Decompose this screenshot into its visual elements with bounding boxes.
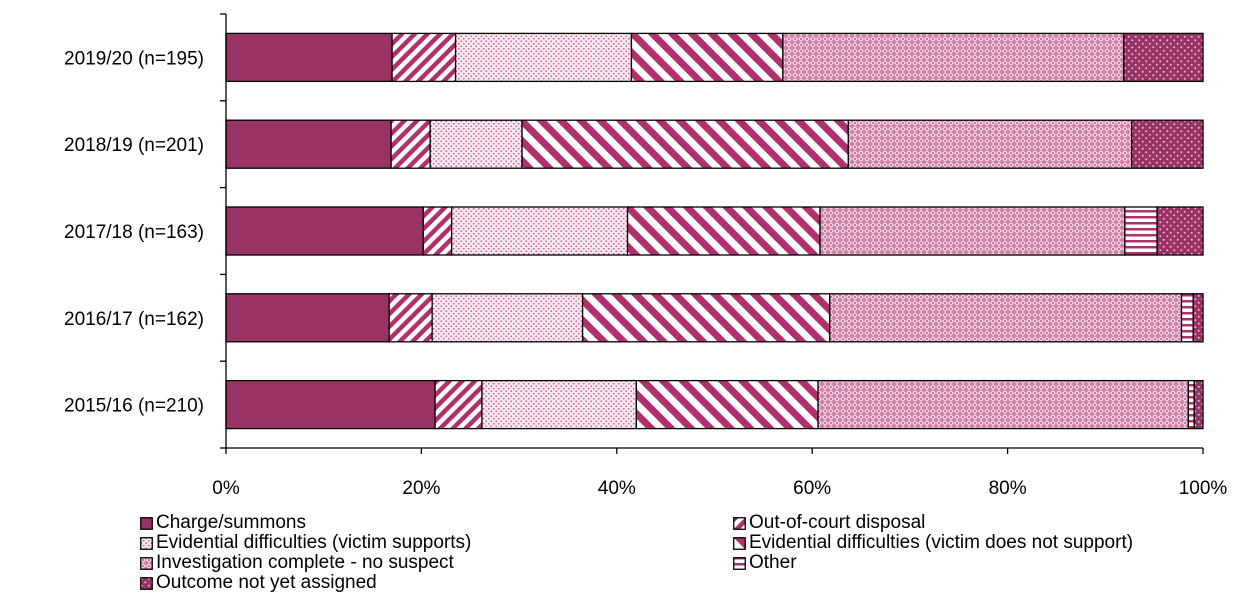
legend-item-1: Charge/summons [140, 512, 306, 534]
legend-swatch-rect-7 [140, 576, 153, 590]
legend-swatch-5 [140, 556, 153, 570]
bar-segment-1-1 [225, 32, 393, 83]
x-tick-label-4: 60% [793, 478, 831, 499]
category-label-4: 2016/17 (n=162) [64, 309, 204, 330]
legend-label-7: Outcome not yet assigned [156, 572, 377, 593]
legend-swatch-rect-2 [733, 516, 746, 530]
bar-segment-4-2 [388, 293, 433, 343]
legend-swatch-4 [733, 536, 746, 550]
bar-segment-4-7 [1192, 293, 1204, 343]
legend-swatch-rect-3 [140, 536, 153, 550]
bar-segment-5-1 [225, 379, 436, 430]
bar-segment-4-3 [431, 293, 584, 343]
bar-segment-5-3 [481, 379, 637, 430]
legend-swatch-6 [733, 556, 746, 570]
legend-swatch-rect-6 [733, 556, 746, 570]
bar-segment-3-5 [819, 206, 1126, 256]
bar-segment-5-6 [1187, 379, 1195, 430]
bar-segment-2-2 [390, 119, 431, 169]
x-tick-label-2: 20% [402, 478, 440, 499]
x-tick-label-5: 80% [989, 478, 1027, 499]
bar-segment-2-1 [225, 119, 392, 169]
legend-swatch-3 [140, 536, 153, 550]
legend-item-4: Evidential difficulties (victim does not… [733, 532, 1133, 554]
legend-label-6: Other [749, 552, 797, 573]
legend-swatch-rect-1 [140, 516, 153, 530]
bar-segment-5-7 [1193, 379, 1204, 430]
legend-item-2: Out-of-court disposal [733, 512, 925, 534]
bar-segment-3-1 [225, 206, 425, 256]
legend-label-5: Investigation complete - no suspect [156, 552, 454, 573]
bar-segment-1-3 [454, 32, 633, 83]
bar-segment-2-7 [1131, 119, 1204, 169]
legend-label-4: Evidential difficulties (victim does not… [749, 532, 1134, 553]
legend-label-2: Out-of-court disposal [749, 512, 926, 533]
legend-item-7: Outcome not yet assigned [140, 572, 377, 594]
bar-segment-5-5 [817, 379, 1189, 430]
category-label-5: 2015/16 (n=210) [64, 396, 204, 417]
stacked-bar-chart: 2019/20 (n=195) 2018/19 (n=201) 2017/18 (n… [64, 13, 1228, 499]
x-tick-label-6: 100% [1179, 478, 1228, 499]
legend-item-5: Investigation complete - no suspect [140, 552, 454, 574]
bar-segment-2-4 [521, 119, 850, 169]
bar-segment-3-3 [451, 206, 629, 256]
bar-segment-5-2 [434, 379, 483, 430]
bar-segment-4-4 [581, 293, 831, 343]
legend-swatch-1 [140, 516, 153, 530]
legend-item-3: Evidential difficulties (victim supports… [140, 532, 471, 554]
bar-segment-1-2 [391, 32, 457, 83]
legend-label-3: Evidential difficulties (victim supports… [156, 532, 472, 553]
category-label-2: 2018/19 (n=201) [64, 135, 204, 156]
x-tick-label-1: 0% [212, 478, 240, 499]
legend-label-1: Charge/summons [156, 512, 306, 533]
bar-segment-3-7 [1156, 206, 1204, 256]
axes-group: 2019/20 (n=195) 2018/19 (n=201) 2017/18 (n… [64, 13, 1228, 499]
bars-group [225, 32, 1204, 430]
bar-segment-2-5 [847, 119, 1133, 169]
bar-segment-5-4 [635, 379, 819, 430]
legend-item-6: Other [733, 552, 797, 574]
x-tick-label-3: 40% [598, 478, 636, 499]
bar-segment-4-6 [1180, 293, 1194, 343]
category-label-1: 2019/20 (n=195) [64, 48, 204, 69]
bar-segment-2-3 [429, 119, 523, 169]
bar-segment-3-6 [1124, 206, 1158, 256]
legend-swatch-2 [733, 516, 746, 530]
legend-swatch-7 [140, 576, 153, 590]
legend-swatch-rect-4 [733, 536, 746, 550]
bar-segment-1-5 [782, 32, 1125, 83]
bar-segment-4-5 [829, 293, 1183, 343]
bar-segment-1-4 [630, 32, 784, 83]
bar-segment-1-7 [1123, 32, 1204, 83]
category-label-3: 2017/18 (n=163) [64, 222, 204, 243]
bar-segment-3-4 [626, 206, 821, 256]
bar-segment-3-2 [422, 206, 453, 256]
bar-segment-4-1 [225, 293, 390, 343]
legend-swatch-rect-5 [140, 556, 153, 570]
